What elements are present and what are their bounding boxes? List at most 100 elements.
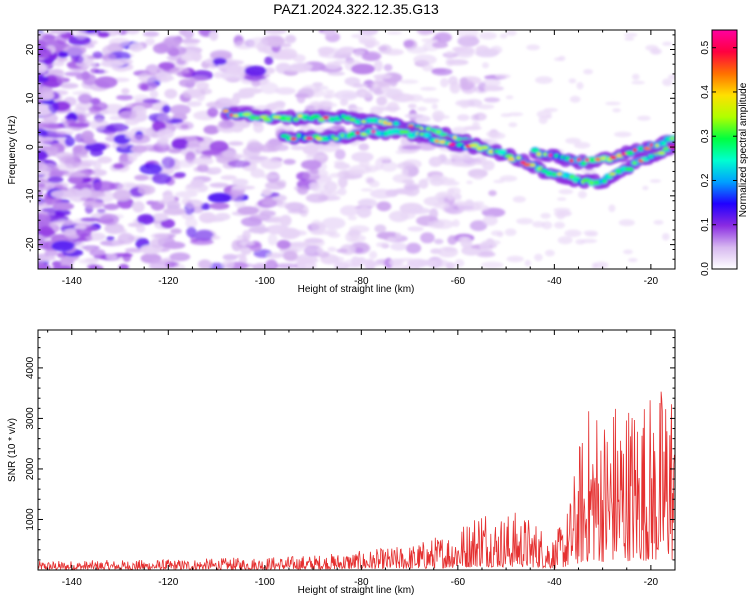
heatmap-cell bbox=[551, 172, 557, 177]
heatmap-cell bbox=[137, 184, 156, 195]
heatmap-cell bbox=[399, 79, 419, 84]
heatmap-cell bbox=[332, 54, 345, 60]
heatmap-cell bbox=[437, 246, 459, 258]
heatmap-cell bbox=[185, 199, 204, 209]
heatmap-cell bbox=[105, 253, 118, 260]
heatmap-cell bbox=[51, 260, 62, 267]
heatmap-cell bbox=[327, 190, 340, 196]
heatmap-cell bbox=[624, 37, 635, 41]
heatmap-cell bbox=[207, 107, 219, 118]
heatmap-cell bbox=[625, 151, 634, 155]
heatmap-cell bbox=[94, 69, 106, 74]
heatmap-cell bbox=[116, 94, 134, 101]
heatmap-cell bbox=[231, 185, 256, 190]
heatmap-cell bbox=[359, 160, 370, 167]
heatmap-cell bbox=[388, 258, 402, 267]
heatmap-cell bbox=[248, 156, 269, 160]
heatmap-cell bbox=[80, 217, 100, 222]
heatmap-cell bbox=[132, 201, 145, 213]
heatmap-cell bbox=[532, 221, 545, 228]
heatmap-cell bbox=[151, 173, 172, 185]
heatmap-cell bbox=[360, 91, 373, 98]
heatmap-cell bbox=[209, 182, 229, 188]
heatmap-cell bbox=[267, 233, 278, 246]
heatmap-cell bbox=[192, 157, 214, 166]
heatmap-cell bbox=[632, 148, 638, 152]
heatmap-cell bbox=[390, 242, 408, 251]
heatmap-cell bbox=[38, 255, 56, 262]
heatmap-cell bbox=[422, 64, 434, 72]
heatmap-cell bbox=[38, 39, 46, 48]
heatmap-cell bbox=[422, 97, 440, 104]
heatmap-cell bbox=[38, 170, 51, 175]
heatmap-cell bbox=[320, 136, 330, 141]
colorbar-ticks: 0.0 0.1 0.2 0.3 0.4 0.5 bbox=[700, 40, 737, 276]
heatmap-cell bbox=[118, 263, 129, 269]
heatmap-cell bbox=[334, 261, 350, 269]
heatmap-cell bbox=[496, 150, 506, 155]
y-tick-label: 4000 bbox=[25, 356, 36, 379]
heatmap-cell bbox=[357, 199, 373, 205]
heatmap-cell bbox=[445, 51, 454, 56]
heatmap-cell bbox=[189, 75, 209, 82]
heatmap-cell bbox=[139, 163, 163, 175]
heatmap-cell bbox=[152, 213, 169, 221]
heatmap-cell bbox=[264, 56, 274, 66]
heatmap-cell bbox=[195, 81, 210, 90]
heatmap-cell bbox=[417, 259, 435, 266]
heatmap-cell bbox=[249, 214, 271, 221]
heatmap-cell bbox=[117, 232, 135, 245]
heatmap-cell bbox=[475, 49, 499, 58]
heatmap-cell bbox=[220, 175, 237, 181]
heatmap-cell bbox=[287, 209, 307, 214]
heatmap-cell bbox=[605, 101, 621, 106]
colorbar-label: Normalized spectral amplitude bbox=[738, 82, 749, 217]
heatmap-cell bbox=[450, 84, 458, 90]
heatmap-cell bbox=[535, 76, 553, 84]
heatmap-cell bbox=[161, 156, 176, 169]
heatmap-cell bbox=[283, 158, 296, 165]
heatmap-cell bbox=[642, 185, 649, 191]
heatmap-cell bbox=[348, 169, 365, 176]
heatmap-cell bbox=[134, 174, 149, 181]
heatmap-cell bbox=[185, 217, 198, 229]
heatmap-cell bbox=[243, 75, 267, 81]
heatmap-cell bbox=[57, 51, 69, 58]
heatmap-cell bbox=[310, 114, 321, 119]
heatmap-cell bbox=[338, 46, 357, 54]
heatmap-cell bbox=[334, 149, 346, 160]
heatmap-cell bbox=[442, 177, 456, 183]
heatmap-cell bbox=[38, 75, 49, 84]
heatmap-cell bbox=[86, 263, 99, 269]
heatmap-cell bbox=[194, 229, 214, 241]
heatmap-cell bbox=[38, 86, 52, 93]
spectrogram-ylabel: Frequency (Hz) bbox=[7, 116, 18, 185]
heatmap-cell bbox=[152, 43, 169, 54]
heatmap-cell bbox=[252, 262, 268, 269]
heatmap-cell bbox=[279, 227, 301, 240]
heatmap-cell bbox=[614, 131, 632, 138]
heatmap-cell bbox=[159, 137, 169, 145]
heatmap-cell bbox=[314, 85, 329, 90]
y-tick-label: -10 bbox=[25, 188, 36, 203]
heatmap-cell bbox=[140, 83, 149, 91]
heatmap-cell bbox=[222, 254, 238, 261]
y-tick-label: -20 bbox=[25, 237, 36, 252]
heatmap-cell bbox=[479, 241, 491, 251]
heatmap-cell bbox=[454, 259, 465, 268]
heatmap-cell bbox=[190, 179, 205, 187]
heatmap-cell bbox=[662, 41, 673, 46]
heatmap-cell bbox=[43, 113, 58, 124]
heatmap-cell bbox=[263, 67, 275, 74]
heatmap-cell bbox=[432, 41, 449, 49]
heatmap-cell bbox=[373, 89, 384, 96]
heatmap-cell bbox=[163, 36, 183, 47]
heatmap-cell bbox=[321, 217, 346, 230]
heatmap-cell bbox=[389, 75, 398, 87]
heatmap-cell bbox=[493, 179, 505, 184]
heatmap-cell bbox=[505, 30, 517, 36]
heatmap-cell bbox=[456, 30, 479, 39]
spectrogram-heatmap bbox=[38, 30, 675, 269]
heatmap-cell bbox=[173, 263, 186, 269]
heatmap-cell bbox=[478, 114, 486, 120]
